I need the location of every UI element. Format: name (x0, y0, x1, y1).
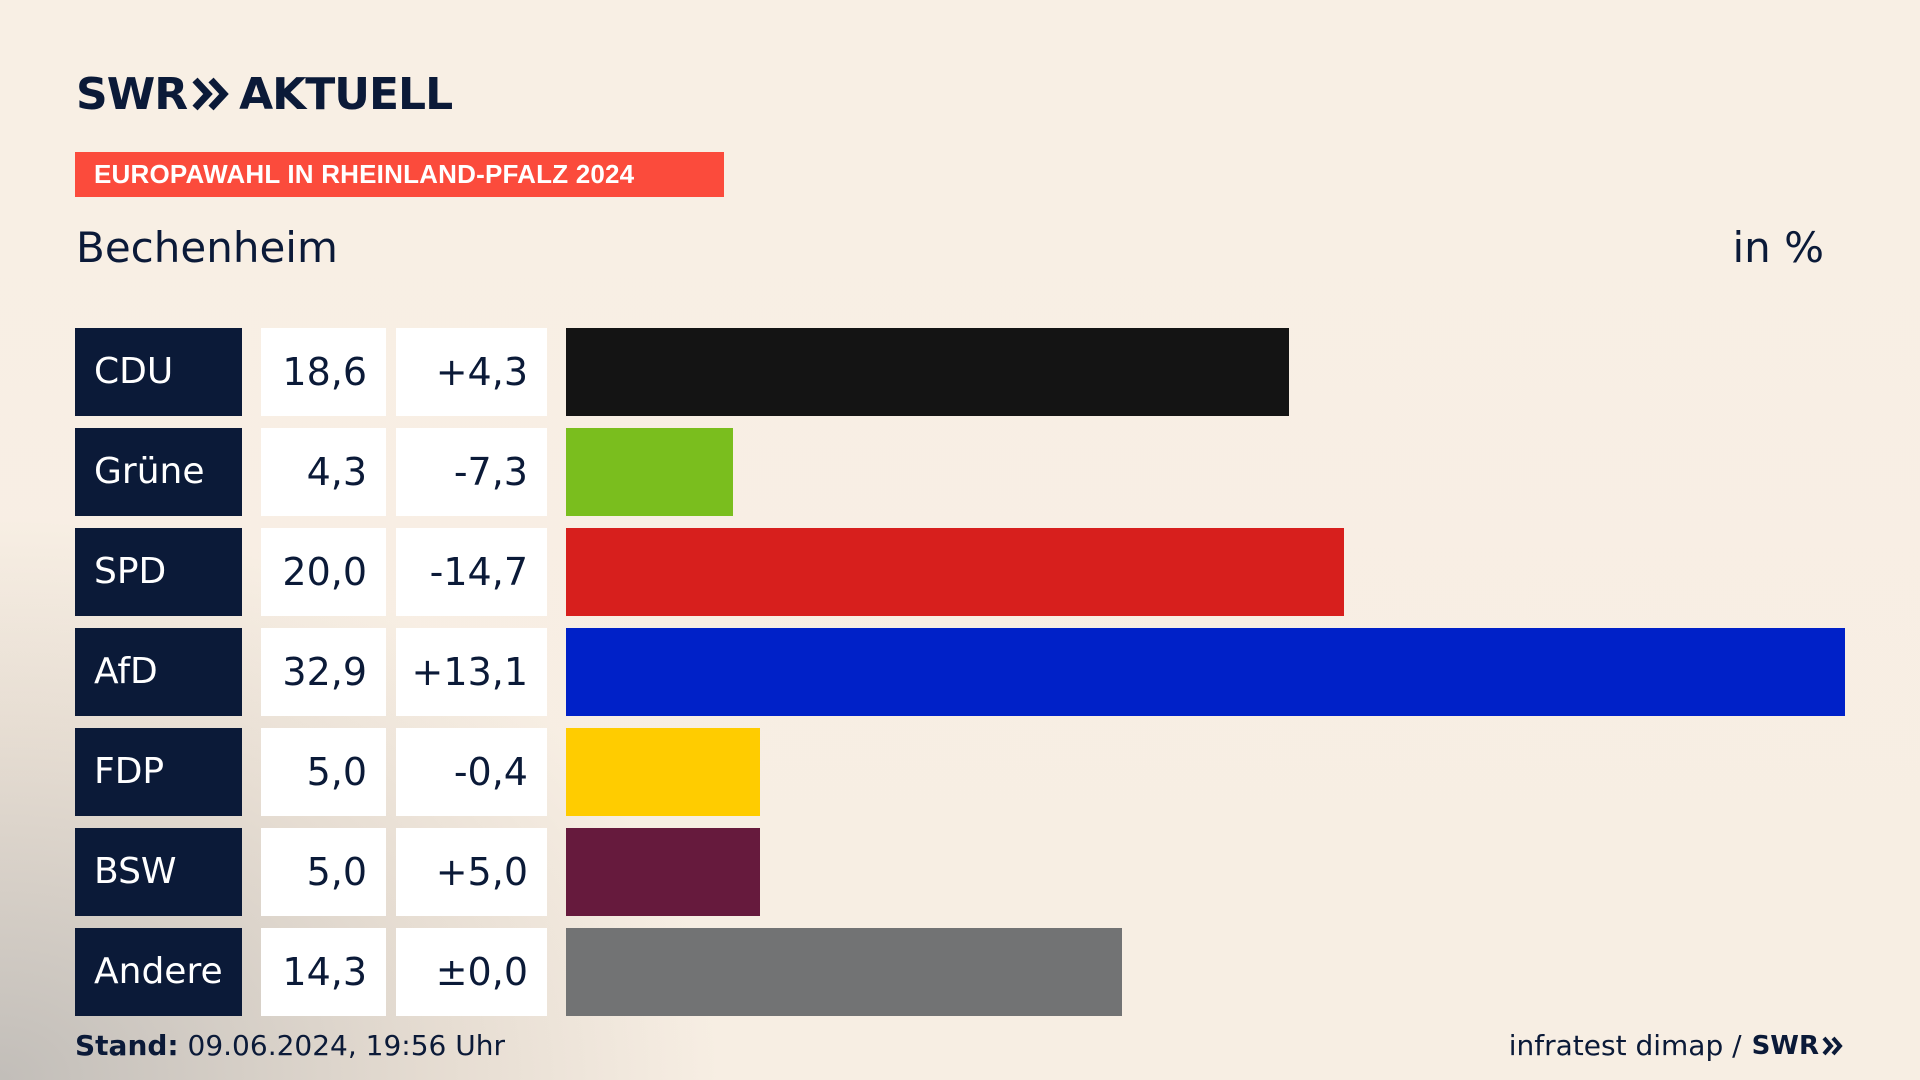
double-chevron-small-icon (1822, 1036, 1843, 1056)
double-chevron-icon (191, 75, 231, 113)
source-credit: infratest dimap / SWR (1509, 1028, 1844, 1064)
result-row: Grüne 4,3 -7,3 (75, 428, 1845, 516)
swr-small-logo: SWR (1752, 1028, 1844, 1064)
value-label: 4,3 (261, 428, 386, 516)
location-title: Bechenheim (76, 223, 338, 272)
value-label: 14,3 (261, 928, 386, 1016)
change-label: -0,4 (396, 728, 547, 816)
result-row: CDU 18,6 +4,3 (75, 328, 1845, 416)
party-label: CDU (75, 328, 242, 416)
result-bar (566, 628, 1845, 716)
party-label: Grüne (75, 428, 242, 516)
party-label: BSW (75, 828, 242, 916)
source-text: infratest dimap / (1508, 1029, 1742, 1062)
result-row: BSW 5,0 +5,0 (75, 828, 1845, 916)
change-label: +4,3 (396, 328, 547, 416)
result-bar (566, 328, 1289, 416)
logo-swr-text: SWR (76, 68, 188, 120)
party-label: SPD (75, 528, 242, 616)
change-label: +5,0 (396, 828, 547, 916)
result-bar (566, 828, 760, 916)
unit-label: in % (1732, 223, 1824, 272)
logo-aktuell-text: AKTUELL (239, 68, 453, 120)
value-label: 20,0 (261, 528, 386, 616)
result-bar (566, 728, 760, 816)
election-badge: EUROPAWAHL IN RHEINLAND-PFALZ 2024 (75, 152, 724, 197)
stand-value: 09.06.2024, 19:56 Uhr (187, 1029, 505, 1062)
timestamp: Stand: 09.06.2024, 19:56 Uhr (75, 1028, 505, 1064)
result-bar (566, 928, 1122, 1016)
value-label: 18,6 (261, 328, 386, 416)
change-label: -14,7 (396, 528, 547, 616)
value-label: 32,9 (261, 628, 386, 716)
value-label: 5,0 (261, 728, 386, 816)
result-row: AfD 32,9 +13,1 (75, 628, 1845, 716)
change-label: ±0,0 (396, 928, 547, 1016)
party-label: FDP (75, 728, 242, 816)
swr-small-text: SWR (1751, 1031, 1819, 1061)
swr-aktuell-logo: SWR AKTUELL (76, 66, 453, 122)
change-label: +13,1 (396, 628, 547, 716)
party-label: AfD (75, 628, 242, 716)
result-bar (566, 428, 733, 516)
change-label: -7,3 (396, 428, 547, 516)
party-label: Andere (75, 928, 242, 1016)
result-row: FDP 5,0 -0,4 (75, 728, 1845, 816)
stand-label: Stand: (75, 1029, 179, 1062)
value-label: 5,0 (261, 828, 386, 916)
result-row: Andere 14,3 ±0,0 (75, 928, 1845, 1016)
result-bar (566, 528, 1344, 616)
result-row: SPD 20,0 -14,7 (75, 528, 1845, 616)
